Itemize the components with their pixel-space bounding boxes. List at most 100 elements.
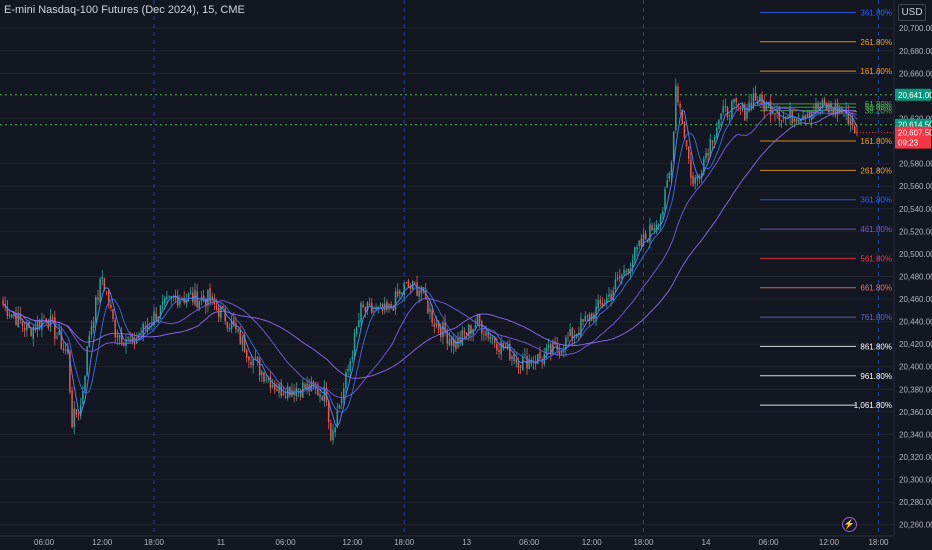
candle-body [580,318,582,337]
candle-body [215,305,218,309]
candle-body [597,299,599,309]
candle-body [746,111,748,119]
price-axis[interactable]: 20,700.0020,680.0020,660.0020,620.0020,5… [893,0,932,550]
candle-body [86,346,88,376]
candle-body [375,307,377,310]
price-levels[interactable] [0,94,894,134]
candle-body [43,317,45,319]
candle-body [444,322,446,333]
candle-body [606,298,608,304]
candle-body [330,422,332,441]
candle-body [345,372,347,389]
time-tick-label: 11 [217,538,226,547]
candle-body [105,292,108,294]
candle-body [618,276,621,279]
candle-body [759,94,761,102]
candle-body [778,112,781,121]
moving-average-line [2,101,858,413]
candle-body [317,387,319,396]
candle-body [526,356,528,369]
price-tick-label: 20,340.00 [899,430,932,439]
candle-body [252,359,254,366]
candle-body [194,289,196,305]
candle-body [789,108,791,118]
candle-body [278,384,280,393]
time-tick-label: 06:00 [519,538,540,547]
lightning-icon[interactable]: ⚡ [842,517,857,532]
candle-body [6,307,9,316]
candle-body [30,328,32,337]
time-tick-label: 18:00 [868,538,889,547]
candle-body [248,356,250,361]
candle-body [590,313,593,321]
fib-level-label: 861.80% [860,342,892,351]
price-tick-label: 20,460.00 [899,295,932,304]
candle-body [515,359,518,363]
price-tick-label: 20,680.00 [899,47,932,56]
candle-body [54,317,56,339]
candle-body [651,225,653,231]
candle-body [217,307,220,318]
time-tick-label: 06:00 [759,538,780,547]
candle-body [23,328,26,331]
price-tick-label: 20,580.00 [899,160,932,169]
candle-body [373,311,375,313]
candle-body [634,247,636,261]
time-tick-label: 12:00 [582,538,603,547]
candle-body [239,329,242,344]
fib-level-label: 50.00% [865,103,892,112]
candle-body [754,92,757,101]
candle-body [437,321,440,330]
fib-level-label: 461.80% [860,225,892,234]
candle-body [118,334,121,339]
time-tick-label: 06:00 [34,538,55,547]
candle-body [90,326,93,335]
currency-button[interactable]: USD [898,4,926,21]
candle-body [351,356,354,360]
candle-body [558,351,561,355]
candle-body [342,388,345,400]
candle-body [448,339,451,346]
candle-body [392,305,395,311]
candle-body [274,384,276,390]
candle-body [151,323,153,325]
candle-body [487,332,489,338]
candle-body [116,335,119,338]
candle-body [107,290,110,306]
candle-body [429,308,431,312]
candle-body [263,372,265,382]
price-tick-label: 20,420.00 [899,340,932,349]
time-tick-label: 12:00 [92,538,113,547]
candle-body [56,336,58,338]
price-tick-label: 20,320.00 [899,453,932,462]
candle-body [588,313,591,322]
candle-body [304,384,306,388]
fibonacci-extension[interactable]: 361.80% 261.80% 161.80% 61.80%50.00%38.20% 1… [760,8,892,410]
candle-body [362,304,364,308]
candle-body [73,408,75,428]
candle-body [327,400,330,422]
candle-body [549,344,552,355]
candle-body [806,114,809,117]
candle-body [556,343,558,350]
candle-body [125,340,127,347]
time-axis[interactable]: 06:00 12:00 18:00 11 06:00 12:00 18:00 13 06:00 1… [0,535,932,547]
candle-body [67,348,69,353]
candle-body [763,101,765,112]
candle-body [256,357,259,361]
candle-body [851,117,854,125]
candle-body [450,338,453,346]
candle-body [168,296,170,298]
time-tick-label: 18:00 [394,538,415,547]
price-level-value: 20,641.00 [898,91,932,100]
candle-body [140,333,142,336]
price-tick-label: 20,260.00 [899,521,932,530]
candle-body [220,307,222,319]
candle-body [136,339,138,344]
price-tick-label: 20,300.00 [899,476,932,485]
candle-body [834,104,837,116]
candle-body [700,172,703,178]
candle-body [192,292,194,303]
candle-body [407,280,410,288]
